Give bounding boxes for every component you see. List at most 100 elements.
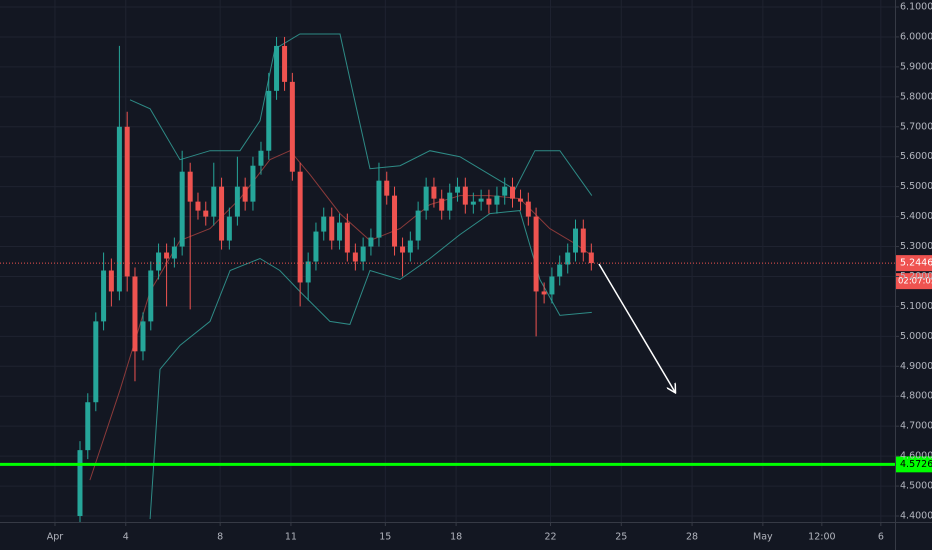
candle-body xyxy=(494,195,500,205)
y-tick-label: 4.6000 xyxy=(900,451,932,462)
candle-body xyxy=(557,264,563,277)
candle-body xyxy=(234,186,240,217)
candle-body xyxy=(400,246,406,253)
candle-body xyxy=(85,402,91,451)
y-tick-label: 4.8000 xyxy=(900,391,932,402)
x-tick-label: 18 xyxy=(450,532,462,543)
x-tick-label: 28 xyxy=(686,532,698,543)
y-tick-label: 5.0000 xyxy=(900,331,932,342)
candle-body xyxy=(502,186,508,196)
candle-body xyxy=(274,45,280,91)
candle-body xyxy=(486,198,492,205)
y-tick-label: 4.5000 xyxy=(900,481,932,492)
arrow-annotation xyxy=(598,263,675,392)
candle-body xyxy=(447,192,453,211)
x-tick-label: 15 xyxy=(379,532,391,543)
candle-body xyxy=(171,246,177,259)
candle-body xyxy=(305,261,311,283)
candle-body xyxy=(518,198,524,202)
candle-body xyxy=(289,81,295,172)
y-tick-label: 5.1000 xyxy=(900,301,932,312)
countdown-badge xyxy=(896,273,932,290)
y-tick-label: 6.0000 xyxy=(900,31,932,42)
y-tick-label: 5.2000 xyxy=(900,271,932,282)
candle-body xyxy=(321,216,327,232)
x-tick-label: 25 xyxy=(615,532,627,543)
candle-body xyxy=(352,252,358,262)
candle-body xyxy=(258,150,264,166)
candle-body xyxy=(565,252,571,265)
candle-body xyxy=(297,171,303,283)
candle-body xyxy=(187,171,193,202)
candle-body xyxy=(195,201,201,211)
candle-body xyxy=(541,291,547,295)
x-tick-label: 6 xyxy=(878,532,884,543)
price-level-label: 5.2446 xyxy=(900,258,932,269)
candle-body xyxy=(226,216,232,241)
candle-body xyxy=(77,450,83,517)
candle-body xyxy=(415,210,421,241)
candle-body xyxy=(431,186,437,199)
candle-body xyxy=(148,270,154,322)
candle-body xyxy=(313,231,319,262)
candle-body xyxy=(470,201,476,205)
candle-body xyxy=(392,195,398,247)
candle-body xyxy=(101,270,107,322)
y-tick-label: 4.9000 xyxy=(900,361,932,372)
candle-body xyxy=(510,186,516,199)
candle-body xyxy=(407,240,413,253)
y-tick-label: 5.6000 xyxy=(900,151,932,162)
candle-body xyxy=(588,252,594,264)
band-line xyxy=(149,210,592,520)
candle-body xyxy=(344,222,350,253)
candle-body xyxy=(573,228,579,253)
candle-body xyxy=(455,186,461,193)
candle-body xyxy=(376,180,382,238)
candle-body xyxy=(242,186,248,202)
x-tick-label: 11 xyxy=(285,532,297,543)
candle-body xyxy=(164,252,170,259)
candle-body xyxy=(368,237,374,247)
candle-body xyxy=(549,276,555,295)
candle-body xyxy=(439,198,445,211)
y-tick-label: 4.7000 xyxy=(900,421,932,432)
candle-body xyxy=(250,165,256,202)
y-tick-label: 5.7000 xyxy=(900,121,932,132)
candle-body xyxy=(384,180,390,196)
price-level-label: 4.5726 xyxy=(900,459,932,470)
y-tick-label: 5.4000 xyxy=(900,211,932,222)
candle-body xyxy=(337,222,343,241)
candle-body xyxy=(116,126,122,292)
candle-body xyxy=(211,186,217,217)
x-tick-label: 22 xyxy=(544,532,556,543)
x-tick-label: Apr xyxy=(47,532,64,543)
candle-body xyxy=(124,126,130,277)
candle-body xyxy=(140,321,146,352)
candle-body xyxy=(462,186,468,205)
y-tick-label: 5.9000 xyxy=(900,61,932,72)
candle-body xyxy=(93,321,99,403)
y-tick-label: 4.4000 xyxy=(900,511,932,522)
y-tick-label: 5.8000 xyxy=(900,91,932,102)
levels: 5.2446 02:07:05 4.5726 xyxy=(0,255,932,473)
x-tick-label: 4 xyxy=(123,532,129,543)
candle-body xyxy=(156,252,162,271)
y-tick-label: 6.1000 xyxy=(900,2,932,13)
candle-body xyxy=(282,45,288,82)
y-tick-label: 5.5000 xyxy=(900,181,932,192)
x-tick-label: 12:00 xyxy=(808,532,835,543)
candles xyxy=(77,36,594,522)
candle-body xyxy=(580,228,586,253)
candle-body xyxy=(525,201,531,217)
candle-body xyxy=(219,186,225,241)
countdown-label: 02:07:05 xyxy=(898,277,932,287)
candle-body xyxy=(132,276,138,352)
price-level-badge xyxy=(896,456,932,473)
y-tick-label: 5.3000 xyxy=(900,241,932,252)
x-tick-label: 8 xyxy=(217,532,223,543)
candle-body xyxy=(203,210,209,217)
candle-body xyxy=(533,216,539,292)
